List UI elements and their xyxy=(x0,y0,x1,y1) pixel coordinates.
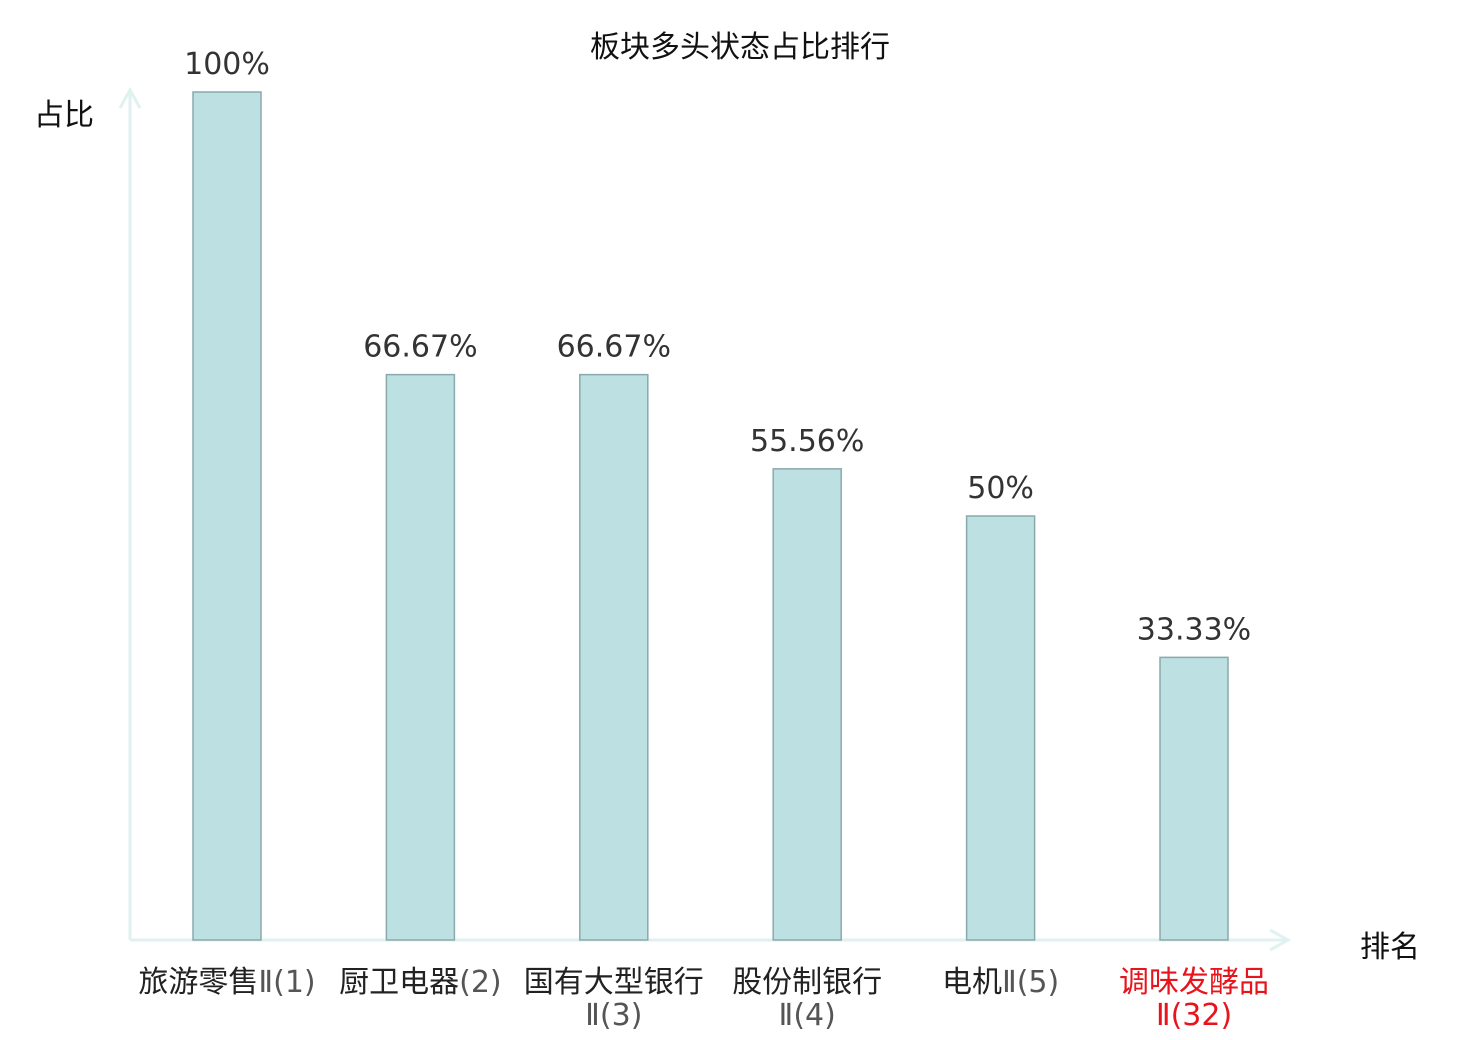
x-tick-label-suffix: Ⅱ(32) xyxy=(1155,998,1233,1033)
x-tick-label-name: 调味发酵品 xyxy=(1119,965,1269,1000)
value-labels: 100% 66.67% 66.67% 55.56% 50% 33.33% xyxy=(184,47,1251,647)
bar xyxy=(1159,656,1229,941)
x-axis-label: 排名 xyxy=(1360,930,1420,965)
x-axis-arrow xyxy=(1269,928,1292,952)
bar-value-label: 66.67% xyxy=(363,330,477,365)
x-tick-label-name: 厨卫电器 xyxy=(339,965,460,1000)
bar xyxy=(772,468,842,941)
x-tick-label: 调味发酵品Ⅱ(32) xyxy=(1094,966,1294,1032)
bars xyxy=(192,91,1229,941)
bar xyxy=(385,373,456,941)
bar-value-label: 50% xyxy=(967,471,1034,506)
bar xyxy=(579,373,649,941)
bar-value-label: 100% xyxy=(184,47,270,82)
bar xyxy=(965,515,1036,941)
x-tick-label: 电机Ⅱ(5) xyxy=(901,966,1101,999)
x-tick-label: 旅游零售Ⅱ(1) xyxy=(127,966,327,999)
bar-value-label: 66.67% xyxy=(557,330,671,365)
x-tick-label-suffix: Ⅱ(1) xyxy=(258,965,316,1000)
bar-value-label: 33.33% xyxy=(1137,612,1251,647)
x-tick-label: 国有大型银行Ⅱ(3) xyxy=(514,966,714,1032)
bar xyxy=(192,91,262,941)
y-axis-arrow xyxy=(118,86,142,109)
x-tick-label-name: 电机 xyxy=(941,965,1002,1000)
x-tick-label-suffix: (2) xyxy=(459,965,502,1000)
x-tick-label-suffix: Ⅱ(3) xyxy=(585,998,643,1033)
x-tick-label-name: 旅游零售 xyxy=(138,965,259,1000)
x-tick-label-suffix: Ⅱ(4) xyxy=(778,998,836,1033)
x-tick-label-name: 国有大型银行 xyxy=(523,965,704,1000)
y-axis-label: 占比 xyxy=(34,98,94,133)
x-tick-label-name: 股份制银行 xyxy=(732,965,883,1000)
axes xyxy=(118,86,1292,952)
x-tick-label: 股份制银行Ⅱ(4) xyxy=(707,966,907,1032)
bar-value-label: 55.56% xyxy=(750,424,864,459)
x-tick-label: 厨卫电器(2) xyxy=(320,966,520,999)
x-tick-label-suffix: Ⅱ(5) xyxy=(1001,965,1060,1000)
chart-title: 板块多头状态占比排行 xyxy=(590,30,890,65)
